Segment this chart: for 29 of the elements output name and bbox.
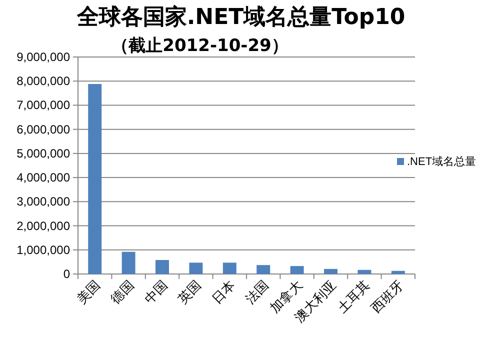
bar	[358, 270, 372, 274]
x-tick-label: 英国	[176, 278, 205, 308]
y-tick-label: 9,000,000	[16, 50, 70, 64]
bar	[88, 84, 102, 274]
y-tick-label: 3,000,000	[16, 194, 70, 209]
bar	[256, 265, 270, 274]
x-tick-label: 中国	[142, 278, 172, 308]
y-tick-label: 8,000,000	[16, 74, 70, 88]
bar	[122, 252, 136, 274]
x-tick-label: 日本	[209, 278, 238, 308]
bar	[156, 260, 169, 274]
y-tick-label: 5,000,000	[16, 146, 70, 160]
bar	[290, 266, 304, 274]
bar	[391, 270, 405, 274]
y-tick-label: 4,000,000	[16, 170, 70, 185]
y-tick-label: 1,000,000	[16, 242, 70, 257]
x-tick-label: 美国	[74, 278, 104, 308]
x-tick-label: 西班牙	[368, 278, 407, 316]
y-tick-label: 7,000,000	[16, 98, 70, 112]
y-tick-label: 0	[63, 267, 70, 281]
y-tick-label: 6,000,000	[16, 122, 70, 136]
x-tick-label: 德国	[108, 278, 138, 308]
bar	[222, 262, 236, 274]
y-tick-label: 2,000,000	[16, 218, 70, 233]
legend-label: .NET域名总量	[407, 155, 476, 168]
chart-title: 全球各国家.NET域名总量Top10	[76, 4, 406, 30]
bar	[324, 268, 338, 274]
bar	[189, 262, 203, 274]
chart-subtitle: （截止2012-10-29）	[112, 36, 288, 56]
